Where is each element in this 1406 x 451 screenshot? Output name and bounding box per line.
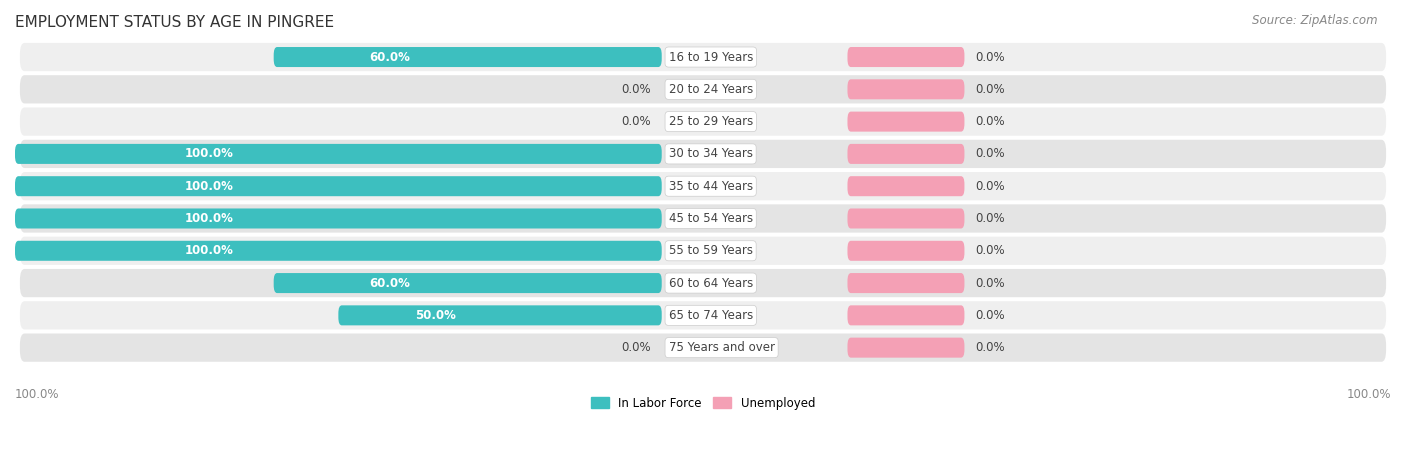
FancyBboxPatch shape (274, 273, 662, 293)
Text: 16 to 19 Years: 16 to 19 Years (669, 51, 754, 64)
Text: 55 to 59 Years: 55 to 59 Years (669, 244, 752, 257)
Text: 100.0%: 100.0% (184, 179, 233, 193)
Text: 75 Years and over: 75 Years and over (669, 341, 775, 354)
Text: 0.0%: 0.0% (976, 179, 1005, 193)
Text: 0.0%: 0.0% (621, 83, 651, 96)
FancyBboxPatch shape (15, 241, 662, 261)
FancyBboxPatch shape (18, 74, 1388, 105)
FancyBboxPatch shape (15, 176, 662, 196)
FancyBboxPatch shape (848, 111, 965, 132)
FancyBboxPatch shape (339, 305, 662, 325)
Text: 100.0%: 100.0% (184, 147, 233, 161)
FancyBboxPatch shape (848, 176, 965, 196)
Text: 0.0%: 0.0% (976, 309, 1005, 322)
Text: 100.0%: 100.0% (15, 388, 59, 401)
Text: 60.0%: 60.0% (370, 51, 411, 64)
FancyBboxPatch shape (848, 273, 965, 293)
FancyBboxPatch shape (18, 332, 1388, 363)
Legend: In Labor Force, Unemployed: In Labor Force, Unemployed (591, 396, 815, 410)
FancyBboxPatch shape (15, 144, 662, 164)
FancyBboxPatch shape (848, 208, 965, 229)
Text: 0.0%: 0.0% (976, 83, 1005, 96)
FancyBboxPatch shape (18, 171, 1388, 201)
Text: 0.0%: 0.0% (621, 341, 651, 354)
Text: 100.0%: 100.0% (184, 212, 233, 225)
Text: 0.0%: 0.0% (976, 51, 1005, 64)
FancyBboxPatch shape (18, 42, 1388, 72)
Text: Source: ZipAtlas.com: Source: ZipAtlas.com (1253, 14, 1378, 27)
Text: 35 to 44 Years: 35 to 44 Years (669, 179, 752, 193)
Text: 30 to 34 Years: 30 to 34 Years (669, 147, 752, 161)
Text: 0.0%: 0.0% (976, 244, 1005, 257)
Text: 60.0%: 60.0% (370, 276, 411, 290)
Text: 65 to 74 Years: 65 to 74 Years (669, 309, 752, 322)
Text: 0.0%: 0.0% (976, 147, 1005, 161)
Text: 25 to 29 Years: 25 to 29 Years (669, 115, 752, 128)
Text: 0.0%: 0.0% (976, 115, 1005, 128)
Text: EMPLOYMENT STATUS BY AGE IN PINGREE: EMPLOYMENT STATUS BY AGE IN PINGREE (15, 15, 335, 30)
Text: 45 to 54 Years: 45 to 54 Years (669, 212, 752, 225)
FancyBboxPatch shape (18, 203, 1388, 234)
Text: 0.0%: 0.0% (976, 212, 1005, 225)
FancyBboxPatch shape (15, 208, 662, 229)
FancyBboxPatch shape (18, 268, 1388, 298)
Text: 20 to 24 Years: 20 to 24 Years (669, 83, 752, 96)
FancyBboxPatch shape (848, 305, 965, 325)
FancyBboxPatch shape (848, 241, 965, 261)
FancyBboxPatch shape (18, 235, 1388, 266)
FancyBboxPatch shape (18, 139, 1388, 169)
Text: 100.0%: 100.0% (184, 244, 233, 257)
Text: 60 to 64 Years: 60 to 64 Years (669, 276, 752, 290)
Text: 50.0%: 50.0% (415, 309, 456, 322)
FancyBboxPatch shape (848, 47, 965, 67)
Text: 0.0%: 0.0% (976, 341, 1005, 354)
Text: 100.0%: 100.0% (1347, 388, 1391, 401)
FancyBboxPatch shape (848, 79, 965, 99)
Text: 0.0%: 0.0% (976, 276, 1005, 290)
FancyBboxPatch shape (848, 144, 965, 164)
FancyBboxPatch shape (848, 338, 965, 358)
FancyBboxPatch shape (274, 47, 662, 67)
FancyBboxPatch shape (18, 106, 1388, 137)
Text: 0.0%: 0.0% (621, 115, 651, 128)
FancyBboxPatch shape (18, 300, 1388, 331)
